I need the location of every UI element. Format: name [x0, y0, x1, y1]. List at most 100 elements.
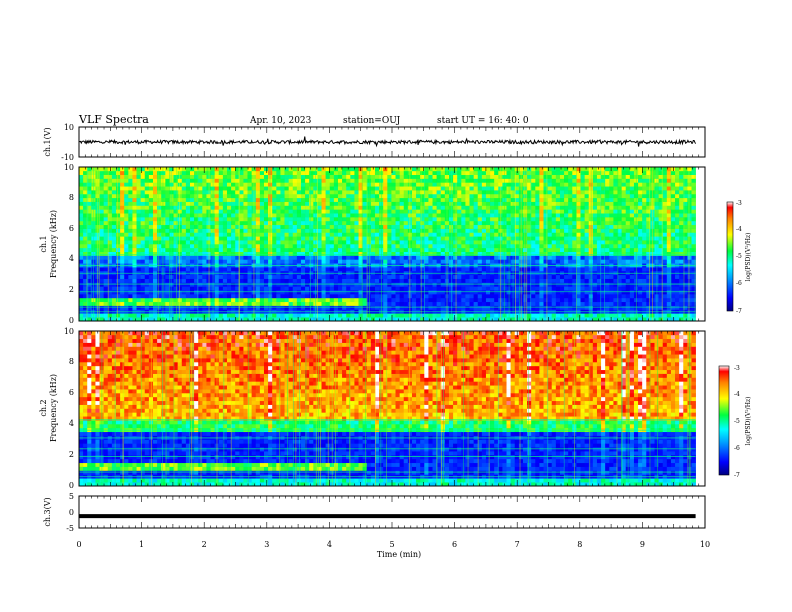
spectrogram-cell — [218, 205, 224, 210]
spectrogram-cell — [424, 174, 429, 179]
spectrogram-cell — [169, 274, 174, 279]
spectrogram-cell — [350, 294, 355, 299]
spectrogram-cell — [461, 290, 466, 295]
spectrogram-cell — [292, 247, 298, 252]
spectrogram-cell — [481, 278, 487, 283]
spectrogram-cell — [527, 213, 532, 218]
spectrogram-cell — [116, 167, 121, 172]
spectrogram-cell — [383, 290, 388, 295]
spectrogram-cell — [420, 228, 425, 233]
spectrogram-cell — [543, 178, 548, 183]
spectrogram-cell — [87, 232, 92, 237]
spectrogram-cell — [514, 232, 520, 237]
spectrogram-cell — [448, 170, 454, 175]
spectrogram-cell — [107, 190, 113, 195]
spectrogram-cell — [165, 278, 170, 283]
spectrogram-cell — [152, 259, 158, 264]
spectrogram-cell — [465, 209, 470, 214]
spectrogram-cell — [235, 244, 240, 249]
spectrogram-cell — [428, 313, 433, 318]
spectrogram-cell — [120, 213, 125, 218]
spectrogram-cell — [362, 301, 368, 306]
spectrogram-cell — [157, 186, 162, 191]
spectrogram-cell — [580, 244, 585, 249]
spectrogram-cell — [337, 317, 343, 322]
spectrogram-cell — [366, 305, 372, 310]
spectrogram-cell — [358, 213, 363, 218]
spectrogram-cell — [485, 186, 491, 191]
spectrogram-cell — [288, 193, 294, 199]
spectrogram-cell — [543, 301, 548, 306]
spectrogram-cell — [157, 213, 162, 218]
spectrogram-cell — [259, 244, 265, 249]
spectrogram-cell — [481, 255, 487, 260]
spectrogram-cell — [333, 209, 339, 214]
spectrogram-cell — [374, 317, 380, 322]
spectrogram-cell — [346, 294, 351, 299]
spectrogram-cell — [157, 217, 162, 222]
spectrogram-cell — [157, 209, 162, 214]
spectrogram-cell — [358, 255, 363, 260]
spectrogram-cell — [387, 247, 392, 252]
spectrogram-cell — [337, 236, 343, 241]
spectrogram-cell — [173, 178, 178, 183]
spectrogram-cell — [580, 170, 585, 175]
spectrogram-cell — [243, 205, 248, 210]
spectrogram-cell — [539, 301, 544, 306]
spectrogram-cell — [436, 247, 442, 252]
spectrogram-cell — [136, 290, 141, 295]
spectrogram-cell — [366, 251, 372, 256]
spectrogram-cell — [128, 267, 133, 272]
spectrogram-cell — [198, 274, 203, 279]
spectrogram-cell — [136, 274, 141, 279]
spectrogram-cell — [527, 290, 532, 295]
spectrogram-cell — [222, 282, 228, 287]
spectrogram-cell — [132, 236, 137, 241]
spectrogram-cell — [403, 213, 409, 218]
spectrogram-cell — [448, 290, 454, 295]
spectrogram-cell — [144, 167, 150, 172]
spectrogram-cell — [420, 213, 425, 218]
spectrogram-cell — [395, 240, 400, 245]
spectrogram-cell — [416, 197, 421, 202]
spectrogram-cell — [564, 228, 569, 233]
spectrogram-cell — [263, 228, 269, 233]
spectrogram-cell — [280, 190, 285, 195]
spectrogram-cell — [391, 174, 396, 179]
spectrogram-cell — [136, 228, 141, 233]
spectrogram-cell — [461, 228, 466, 233]
spectrogram-cell — [329, 182, 335, 187]
spectrogram-cell — [465, 170, 470, 175]
spectrogram-cell — [350, 178, 355, 183]
spectrogram-cell — [177, 274, 183, 279]
spectrogram-cell — [333, 282, 339, 287]
spectrogram-cell — [107, 224, 113, 229]
spectrogram-cell — [263, 317, 269, 322]
spectrogram-cell — [288, 170, 294, 175]
spectrogram-cell — [387, 240, 392, 245]
spectrogram-cell — [481, 228, 487, 233]
spectrogram-cell — [531, 247, 536, 252]
spectrogram-cell — [148, 297, 154, 303]
spectrogram-cell — [329, 278, 335, 283]
spectrogram-cell — [181, 193, 187, 199]
spectrogram-cell — [457, 201, 462, 206]
spectrogram-cell — [424, 301, 429, 306]
spectrogram-cell — [218, 267, 224, 272]
spectrogram-cell — [461, 182, 466, 187]
spectrogram-cell — [116, 174, 121, 179]
spectrogram-cell — [292, 205, 298, 210]
spectrogram-cell — [226, 193, 232, 199]
spectrogram-cell — [116, 294, 121, 299]
spectrogram-cell — [144, 224, 150, 229]
spectrogram-cell — [292, 259, 298, 264]
spectrogram-cell — [370, 274, 376, 279]
spectrogram-cell — [506, 228, 511, 233]
spectrogram-cell — [148, 240, 154, 245]
spectrogram-cell — [157, 313, 162, 318]
spectrogram-cell — [465, 174, 470, 179]
spectrogram-cell — [243, 244, 248, 249]
spectrogram-cell — [362, 217, 368, 222]
spectrogram-cell — [255, 205, 261, 210]
spectrogram-cell — [177, 186, 183, 191]
